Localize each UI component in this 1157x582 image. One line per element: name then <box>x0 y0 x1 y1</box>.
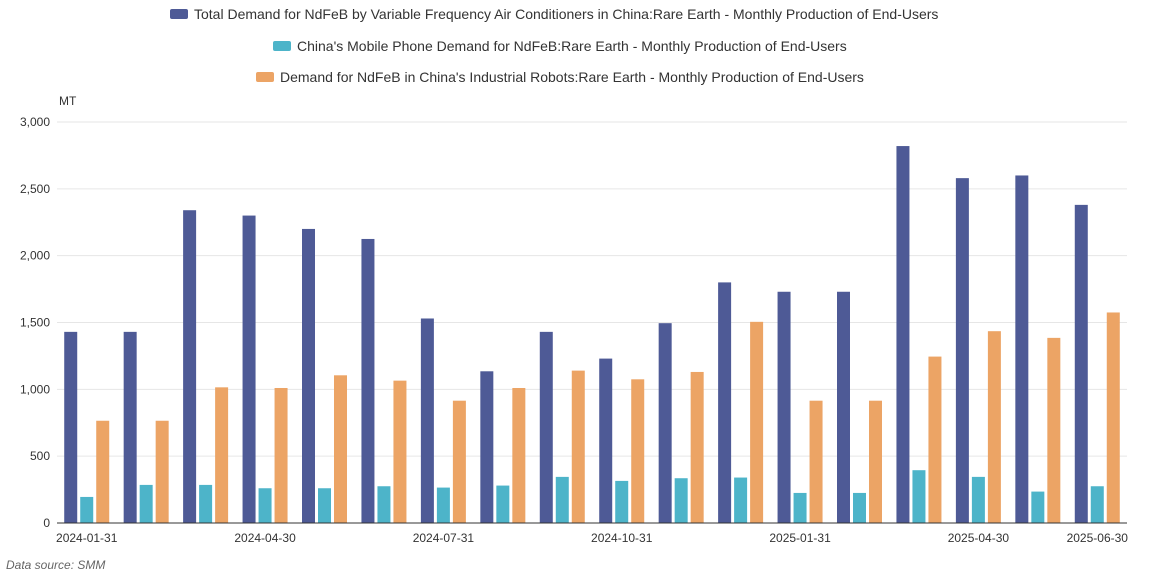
bar-s3-2024-06-30 <box>393 380 407 523</box>
bar-s1-2024-02-29 <box>123 331 137 523</box>
bar-s1-2025-01-31 <box>777 291 791 523</box>
y-tick-label: 2,500 <box>20 182 50 196</box>
legend-swatch <box>170 9 188 19</box>
bar-s1-2024-05-31 <box>302 228 315 523</box>
bar-s2-2024-11-30 <box>674 478 688 523</box>
bar-s2-2024-07-31 <box>436 487 450 523</box>
bar-s3-2024-08-31 <box>512 387 526 523</box>
x-axis-ticks: 2024-01-31 2024-04-30 2024-07-31 2024-10-31… <box>56 531 1128 545</box>
y-tick-label: 2,000 <box>20 249 50 263</box>
bar-s2-2024-12-31 <box>734 477 748 523</box>
legend-label: China's Mobile Phone Demand for NdFeB:Ra… <box>297 38 847 54</box>
bars <box>64 146 1120 524</box>
bar-s1-2024-03-31 <box>183 210 197 523</box>
x-tick-label: 2025-01-31 <box>769 531 831 545</box>
bar-s2-2025-05-31 <box>1031 491 1045 523</box>
bar-s1-2024-12-31 <box>718 282 732 523</box>
bar-s1-2025-05-31 <box>1015 175 1029 523</box>
legend-label: Demand for NdFeB in China's Industrial R… <box>280 69 864 85</box>
bar-s2-2024-02-29 <box>139 484 153 523</box>
x-tick-label: 2025-04-30 <box>948 531 1010 545</box>
bar-s3-2024-01-31 <box>96 420 110 523</box>
bar-s1-2024-10-31 <box>599 358 613 523</box>
bar-s3-2024-11-30 <box>690 371 704 523</box>
bar-s2-2024-08-31 <box>496 485 510 523</box>
bar-s2-2025-02-28 <box>853 492 866 523</box>
bar-s2-2024-01-31 <box>80 496 94 523</box>
bar-s2-2024-03-31 <box>199 484 213 523</box>
bar-s1-2024-08-31 <box>480 371 494 523</box>
bar-s3-2024-03-31 <box>215 387 229 523</box>
bar-s1-2024-06-30 <box>361 238 375 524</box>
legend-label: Total Demand for NdFeB by Variable Frequ… <box>194 6 938 22</box>
bar-s2-2025-04-30 <box>971 476 985 523</box>
bar-s1-2024-09-30 <box>539 331 553 523</box>
legend-item-1[interactable]: Total Demand for NdFeB by Variable Frequ… <box>170 6 938 22</box>
legend-swatch <box>256 72 274 82</box>
x-tick-label: 2025-06-30 <box>1067 531 1129 545</box>
bar-s1-2025-03-31 <box>896 146 910 523</box>
bar-s3-2024-05-31 <box>334 375 347 523</box>
bar-s1-2025-04-30 <box>955 178 969 523</box>
x-tick-label: 2024-10-31 <box>591 531 653 545</box>
bar-s1-2024-04-30 <box>242 215 256 524</box>
x-tick-label: 2024-01-31 <box>56 531 118 545</box>
grid-lines <box>57 121 1127 457</box>
x-tick-label: 2024-04-30 <box>234 531 296 545</box>
bar-s1-2025-02-28 <box>837 291 850 523</box>
bar-s3-2025-02-28 <box>869 400 882 523</box>
bar-s1-2025-06-30 <box>1074 204 1088 523</box>
y-tick-label: 1,500 <box>20 316 50 330</box>
bar-s3-2025-06-30 <box>1106 312 1120 523</box>
bar-s3-2024-12-31 <box>750 321 764 523</box>
legend-swatch <box>273 41 291 51</box>
legend-item-2[interactable]: China's Mobile Phone Demand for NdFeB:Ra… <box>273 38 847 54</box>
bar-s2-2024-09-30 <box>555 476 569 523</box>
bar-s3-2024-04-30 <box>274 387 288 523</box>
x-tick-label: 2024-07-31 <box>413 531 475 545</box>
bar-s1-2024-11-30 <box>658 323 672 523</box>
bar-s2-2024-10-31 <box>615 480 629 523</box>
y-tick-label: 3,000 <box>20 115 50 129</box>
data-source-note: Data source: SMM <box>6 558 106 572</box>
bar-s2-2025-03-31 <box>912 470 926 523</box>
legend-item-3[interactable]: Demand for NdFeB in China's Industrial R… <box>256 69 864 85</box>
bar-s3-2024-02-29 <box>155 420 169 523</box>
bar-s3-2025-03-31 <box>928 356 942 523</box>
bar-s2-2025-06-30 <box>1090 486 1104 523</box>
chart-legend[interactable]: Total Demand for NdFeB by Variable Frequ… <box>170 6 938 85</box>
bar-s1-2024-07-31 <box>420 318 434 523</box>
bar-s2-2025-01-31 <box>793 492 807 523</box>
y-tick-label: 1,000 <box>20 382 50 396</box>
bar-s1-2024-01-31 <box>64 331 78 523</box>
bar-s2-2024-05-31 <box>318 488 331 523</box>
bar-s2-2024-06-30 <box>377 486 391 523</box>
bar-s3-2024-09-30 <box>571 370 585 523</box>
bar-s2-2024-04-30 <box>258 488 272 523</box>
bar-s3-2025-04-30 <box>987 331 1001 523</box>
y-tick-label: 0 <box>43 516 50 530</box>
y-axis-ticks: 0 500 1,000 1,500 2,000 2,500 3,000 <box>20 115 50 530</box>
bar-s3-2025-05-31 <box>1047 337 1061 523</box>
y-axis-unit: MT <box>59 94 77 108</box>
bar-s3-2025-01-31 <box>809 400 823 523</box>
y-tick-label: 500 <box>30 449 50 463</box>
bar-s3-2024-07-31 <box>452 400 466 523</box>
bar-s3-2024-10-31 <box>631 379 645 523</box>
